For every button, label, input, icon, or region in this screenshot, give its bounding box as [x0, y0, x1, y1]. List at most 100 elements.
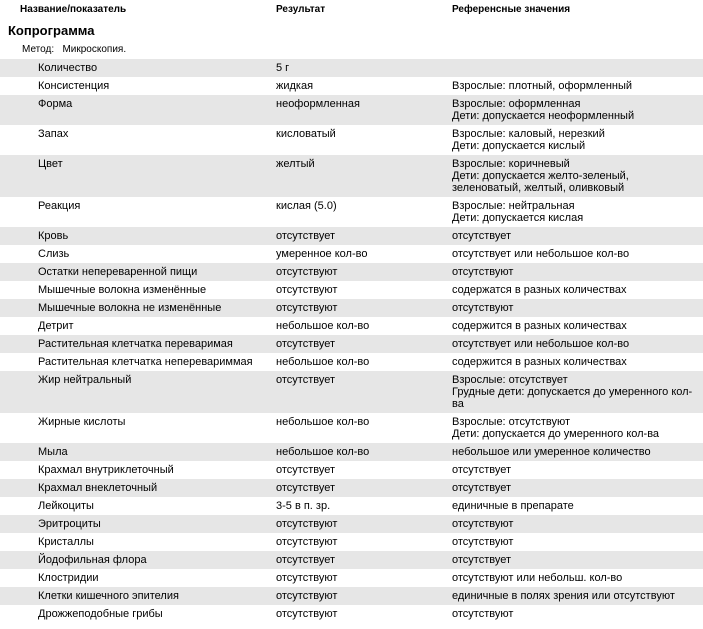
- cell-name: Жирные кислоты: [38, 416, 276, 428]
- table-row: КонсистенцияжидкаяВзрослые: плотный, офо…: [0, 77, 703, 95]
- reference-line: Взрослые: нейтральная: [452, 200, 695, 212]
- cell-name: Дрожжеподобные грибы: [38, 608, 276, 620]
- reference-line: Дети: допускается кислый: [452, 140, 695, 152]
- table-row: Дрожжеподобные грибыотсутствуютотсутству…: [0, 605, 703, 623]
- reference-line: небольшое или умеренное количество: [452, 446, 695, 458]
- table-row: Жирные кислотынебольшое кол-воВзрослые: …: [0, 413, 703, 443]
- cell-name: Мышечные волокна изменённые: [38, 284, 276, 296]
- table-row: Растительная клетчатка неперевариммаянеб…: [0, 353, 703, 371]
- method-label: Метод:: [22, 44, 54, 55]
- reference-line: отсутствует или небольшое кол-во: [452, 248, 695, 260]
- cell-reference: Взрослые: оформленная Дети: допускается …: [452, 98, 703, 122]
- cell-result: отсутствуют: [276, 536, 452, 548]
- reference-line: содержатся в разных количествах: [452, 284, 695, 296]
- reference-line: Дети: допускается кислая: [452, 212, 695, 224]
- cell-reference: отсутствует или небольшое кол-во: [452, 248, 703, 260]
- reference-line: Взрослые: отсутствуют: [452, 416, 695, 428]
- cell-result: отсутствуют: [276, 284, 452, 296]
- cell-name: Мыла: [38, 446, 276, 458]
- cell-reference: Взрослые: плотный, оформленный: [452, 80, 703, 92]
- table-row: Остатки непереваренной пищиотсутствуютот…: [0, 263, 703, 281]
- header-name: Название/показатель: [20, 4, 276, 15]
- cell-name: Консистенция: [38, 80, 276, 92]
- table-row: Реакциякислая (5.0)Взрослые: нейтральная…: [0, 197, 703, 227]
- cell-result: отсутствует: [276, 464, 452, 476]
- header-result: Результат: [276, 4, 452, 15]
- report-title: Копрограмма: [0, 19, 703, 42]
- cell-reference: содержится в разных количествах: [452, 320, 703, 332]
- cell-name: Кровь: [38, 230, 276, 242]
- reference-line: содержится в разных количествах: [452, 320, 695, 332]
- cell-reference: единичные в препарате: [452, 500, 703, 512]
- reference-line: отсутствуют: [452, 518, 695, 530]
- cell-result: 3-5 в п. зр.: [276, 500, 452, 512]
- table-row: Лейкоциты3-5 в п. зр.единичные в препара…: [0, 497, 703, 515]
- reference-line: отсутствует: [452, 482, 695, 494]
- table-row: Детритнебольшое кол-восодержится в разны…: [0, 317, 703, 335]
- cell-name: Слизь: [38, 248, 276, 260]
- reference-line: единичные в препарате: [452, 500, 695, 512]
- cell-name: Эритроциты: [38, 518, 276, 530]
- cell-reference: Взрослые: коричневыйДети: допускается же…: [452, 158, 703, 194]
- cell-reference: отсутствует: [452, 464, 703, 476]
- cell-reference: отсутствует или небольшое кол-во: [452, 338, 703, 350]
- cell-name: Остатки непереваренной пищи: [38, 266, 276, 278]
- rows-container: Количество5 гКонсистенцияжидкаяВзрослые:…: [0, 59, 703, 623]
- cell-result: отсутствует: [276, 374, 452, 386]
- cell-name: Растительная клетчатка неперевариммая: [38, 356, 276, 368]
- cell-result: отсутствует: [276, 554, 452, 566]
- cell-reference: Взрослые: отсутствуетГрудные дети: допус…: [452, 374, 703, 410]
- cell-reference: отсутствуют: [452, 518, 703, 530]
- cell-name: Кристаллы: [38, 536, 276, 548]
- reference-line: Дети: допускается неоформленный: [452, 110, 695, 122]
- cell-result: отсутствуют: [276, 590, 452, 602]
- reference-line: Взрослые: плотный, оформленный: [452, 80, 695, 92]
- cell-reference: Взрослые: нейтральнаяДети: допускается к…: [452, 200, 703, 224]
- cell-name: Клетки кишечного эпителия: [38, 590, 276, 602]
- reference-line: Грудные дети: допускается до умеренного …: [452, 386, 695, 410]
- cell-reference: отсутствуют: [452, 302, 703, 314]
- reference-line: Дети: допускается до умеренного кол-ва: [452, 428, 695, 440]
- cell-result: отсутствуют: [276, 518, 452, 530]
- table-row: Кровьотсутствуетотсутствует: [0, 227, 703, 245]
- reference-line: отсутствует: [452, 464, 695, 476]
- cell-name: Растительная клетчатка переваримая: [38, 338, 276, 350]
- reference-line: отсутствуют: [452, 302, 695, 314]
- cell-name: Форма: [38, 98, 276, 110]
- cell-result: отсутствуют: [276, 608, 452, 620]
- reference-line: Взрослые: оформленная: [452, 98, 695, 110]
- reference-line: отсутствует: [452, 230, 695, 242]
- cell-reference: Взрослые: отсутствуют Дети: допускается …: [452, 416, 703, 440]
- table-row: ЗапахкисловатыйВзрослые: каловый, нерезк…: [0, 125, 703, 155]
- cell-result: отсутствует: [276, 230, 452, 242]
- table-row: Мышечные волокна не изменённыеотсутствую…: [0, 299, 703, 317]
- cell-result: небольшое кол-во: [276, 356, 452, 368]
- table-row: Жир нейтральныйотсутствуетВзрослые: отсу…: [0, 371, 703, 413]
- table-header: Название/показатель Результат Референсны…: [0, 0, 703, 19]
- cell-result: умеренное кол-во: [276, 248, 452, 260]
- cell-reference: Взрослые: каловый, нерезкийДети: допуска…: [452, 128, 703, 152]
- cell-name: Количество: [38, 62, 276, 74]
- cell-reference: небольшое или умеренное количество: [452, 446, 703, 458]
- cell-reference: содержатся в разных количествах: [452, 284, 703, 296]
- cell-reference: отсутствует: [452, 554, 703, 566]
- cell-reference: отсутствует: [452, 482, 703, 494]
- cell-name: Запах: [38, 128, 276, 140]
- cell-name: Крахмал внеклеточный: [38, 482, 276, 494]
- cell-result: отсутствуют: [276, 302, 452, 314]
- table-row: Количество5 г: [0, 59, 703, 77]
- cell-result: отсутствует: [276, 482, 452, 494]
- table-row: Эритроцитыотсутствуютотсутствуют: [0, 515, 703, 533]
- table-row: ЦветжелтыйВзрослые: коричневыйДети: допу…: [0, 155, 703, 197]
- table-row: Клостридииотсутствуютотсутствуют или неб…: [0, 569, 703, 587]
- reference-line: Взрослые: каловый, нерезкий: [452, 128, 695, 140]
- table-row: Крахмал внеклеточныйотсутствуетотсутству…: [0, 479, 703, 497]
- table-row: ФорманеоформленнаяВзрослые: оформленная …: [0, 95, 703, 125]
- cell-result: кисловатый: [276, 128, 452, 140]
- cell-result: неоформленная: [276, 98, 452, 110]
- table-row: Крахмал внутриклеточныйотсутствуетотсутс…: [0, 461, 703, 479]
- cell-result: небольшое кол-во: [276, 416, 452, 428]
- reference-line: Взрослые: отсутствует: [452, 374, 695, 386]
- cell-name: Цвет: [38, 158, 276, 170]
- reference-line: содержится в разных количествах: [452, 356, 695, 368]
